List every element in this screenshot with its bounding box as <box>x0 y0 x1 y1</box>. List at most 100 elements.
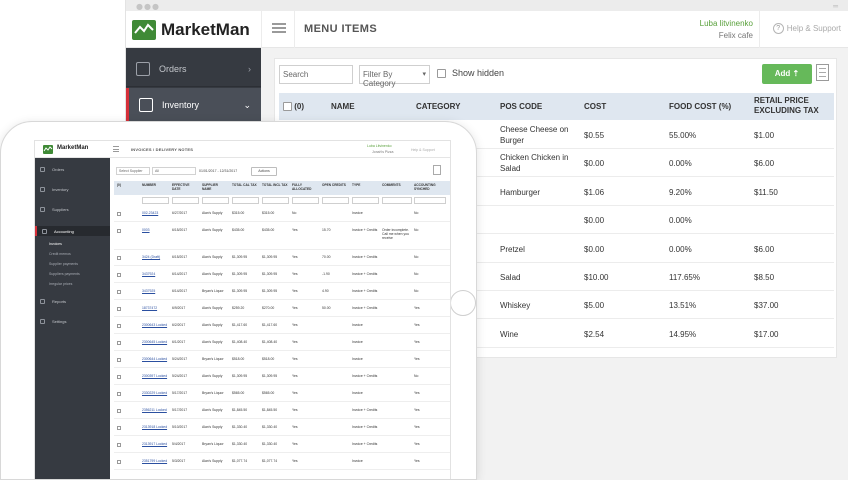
supplier-select[interactable]: Select Supplier <box>116 167 150 175</box>
table-row[interactable]: Hamburger $1.06 9.20% $11.50 <box>279 178 834 206</box>
cell-number[interactable]: 2300397 Locked <box>142 374 168 378</box>
add-button[interactable]: Add ⇡ <box>762 64 812 84</box>
column-header-food-cost[interactable]: FOOD COST (%) <box>669 102 732 111</box>
help-support-link[interactable]: ? Help & Support <box>772 23 841 34</box>
show-hidden-checkbox[interactable] <box>437 68 446 78</box>
table-row[interactable]: 002-23423 6/27/2017 Alan's Supply $315.00 $3… <box>114 207 450 222</box>
table-row[interactable]: Chicken Chicken in Salad $0.00 0.00% $6.00 <box>279 149 834 178</box>
table-row[interactable]: 2300643 Locked 6/2/2017 Alan's Supply $1,41… <box>114 319 450 334</box>
column-header-number[interactable]: NUMBER <box>142 183 156 187</box>
column-header-name[interactable]: NAME <box>331 102 355 111</box>
table-row[interactable]: 0003 6/15/2017 Alan's Supply $435.00 $435.00… <box>114 224 450 250</box>
row-checkbox[interactable] <box>117 212 121 216</box>
sidebar-item-reports[interactable]: Reports <box>35 296 110 306</box>
row-checkbox[interactable] <box>117 273 121 277</box>
table-row[interactable]: 2300645 Locked 6/1/2017 Alan's Supply $1,40… <box>114 336 450 351</box>
cell-number[interactable]: 002-23423 <box>142 211 159 215</box>
cell-number[interactable]: 2356211 Locked <box>142 408 167 412</box>
column-header-total-cal-tax[interactable]: TOTAL CAL TAX <box>232 183 257 187</box>
sidebar-item-accounting[interactable]: Accounting <box>35 226 110 236</box>
table-row[interactable]: Pretzel $0.00 0.00% $6.00 <box>279 235 834 263</box>
sidebar-item-settings[interactable]: Settings <box>35 316 110 326</box>
row-checkbox[interactable] <box>117 229 121 233</box>
table-row[interactable]: 2356211 Locked 5/17/2017 Alan's Supply $1,8… <box>114 404 450 419</box>
column-header-open-credits[interactable]: OPEN CREDITS <box>322 183 346 187</box>
sidebar-item-suppliers[interactable]: Suppliers <box>35 204 110 214</box>
help-support-link[interactable]: Help & Support <box>411 148 435 152</box>
column-header-retail-price[interactable]: RETAIL PRICE EXCLUDING TAX <box>754 96 819 115</box>
export-document-icon[interactable] <box>433 165 441 175</box>
table-row[interactable]: Cheese Cheese on Burger $0.55 55.00% $1.00 <box>279 121 834 149</box>
cell-number[interactable]: 18737472 <box>142 306 158 310</box>
row-checkbox[interactable] <box>117 375 121 379</box>
table-row[interactable]: 2300644 Locked 5/24/2017 Bryan's Liquor $51… <box>114 353 450 368</box>
row-checkbox[interactable] <box>117 290 121 294</box>
row-checkbox[interactable] <box>117 256 121 260</box>
column-header-accounting-synched[interactable]: ACCOUNTING SYNCHED <box>414 183 436 191</box>
sidebar-item-orders[interactable]: Orders › <box>126 52 261 87</box>
sidebar-item-inventory[interactable]: Inventory <box>35 184 110 194</box>
column-header-supplier[interactable]: SUPPLIER NAME <box>202 183 218 191</box>
subnav-suppliers-payments[interactable]: Suppliers payments <box>49 272 80 276</box>
column-header-category[interactable]: CATEGORY <box>416 102 461 111</box>
cell-number[interactable]: 2351799 Locked <box>142 459 168 463</box>
table-row[interactable]: 2300397 Locked 5/24/2017 Alan's Supply $1,3… <box>114 370 450 385</box>
user-name[interactable]: Luba litvinenko <box>699 19 753 28</box>
sidebar-item-inventory[interactable]: Inventory ⌄ <box>126 88 261 123</box>
table-row[interactable]: Salad $10.00 117.65% $8.50 <box>279 263 834 291</box>
subnav-invoices[interactable]: Invoices <box>49 242 62 246</box>
filter-input[interactable] <box>352 197 379 204</box>
hamburger-menu-icon[interactable] <box>272 21 286 35</box>
column-header-effective-date[interactable]: EFFECTIVE DATE <box>172 183 190 191</box>
user-name[interactable]: Luba Litvinenko <box>367 144 392 148</box>
filter-input[interactable] <box>292 197 319 204</box>
table-row[interactable]: 2313918 Locked 5/10/2017 Alan's Supply $1,3… <box>114 421 450 436</box>
row-checkbox[interactable] <box>117 409 121 413</box>
cell-number[interactable]: 3424 (Draft) <box>142 255 161 259</box>
filter-input[interactable] <box>202 197 229 204</box>
cell-number[interactable]: 2300644 Locked <box>142 357 168 361</box>
table-row[interactable]: $0.00 0.00% <box>279 206 834 235</box>
select-all[interactable]: (0) <box>117 183 121 187</box>
cell-number[interactable]: 2313917 Locked <box>142 442 168 446</box>
status-select[interactable]: All <box>152 167 196 175</box>
row-checkbox[interactable] <box>117 426 121 430</box>
table-row[interactable]: 2351799 Locked 5/3/2017 Alan's Supply $1,07… <box>114 455 450 470</box>
subnav-irregular-prices[interactable]: Irregular prices <box>49 282 73 286</box>
cell-number[interactable]: 2300645 Locked <box>142 340 168 344</box>
cell-number[interactable]: 3437924 <box>142 272 156 276</box>
row-checkbox[interactable] <box>117 341 121 345</box>
row-checkbox[interactable] <box>117 392 121 396</box>
cell-number[interactable]: 2330229 Locked <box>142 391 168 395</box>
table-row[interactable]: 3437924 6/14/2017 Alan's Supply $1,309.95 $1… <box>114 268 450 283</box>
row-checkbox[interactable] <box>117 307 121 311</box>
cell-number[interactable]: 2300643 Locked <box>142 323 168 327</box>
filter-input[interactable] <box>232 197 259 204</box>
brand[interactable]: MarketMan <box>132 17 250 43</box>
filter-input[interactable] <box>414 197 446 204</box>
cell-number[interactable]: 0003 <box>142 228 150 232</box>
table-row[interactable]: Wine $2.54 14.95% $17.00 <box>279 320 834 348</box>
column-header-type[interactable]: TYPE <box>352 183 361 187</box>
date-range-picker[interactable]: 01/01/2017 - 12/31/2017 <box>199 169 238 173</box>
row-checkbox[interactable] <box>117 358 121 362</box>
filter-input[interactable] <box>262 197 289 204</box>
table-row[interactable]: Whiskey $5.00 13.51% $37.00 <box>279 291 834 320</box>
row-checkbox[interactable] <box>117 324 121 328</box>
cell-number[interactable]: 3437925 <box>142 289 156 293</box>
select-all[interactable]: (0) <box>283 102 304 112</box>
filter-input[interactable] <box>142 197 169 204</box>
column-header-total-incl-tax[interactable]: TOTAL INCL TAX <box>262 183 288 187</box>
select-all-checkbox[interactable] <box>283 102 292 112</box>
category-filter-select[interactable]: Filter By Category ▾ <box>359 65 430 88</box>
filter-input[interactable] <box>172 197 199 204</box>
sidebar-item-orders[interactable]: Orders <box>35 164 110 174</box>
table-row[interactable]: 2313917 Locked 5/4/2017 Bryan's Liquor $1,3… <box>114 438 450 453</box>
export-document-icon[interactable] <box>816 64 829 81</box>
column-header-pos-code[interactable]: POS CODE <box>500 102 543 111</box>
row-checkbox[interactable] <box>117 460 121 464</box>
actions-button[interactable]: Actions <box>251 167 277 176</box>
row-checkbox[interactable] <box>117 443 121 447</box>
subnav-supplier-payments[interactable]: Supplier payments <box>49 262 78 266</box>
column-header-comments[interactable]: COMMENTS <box>382 183 401 187</box>
